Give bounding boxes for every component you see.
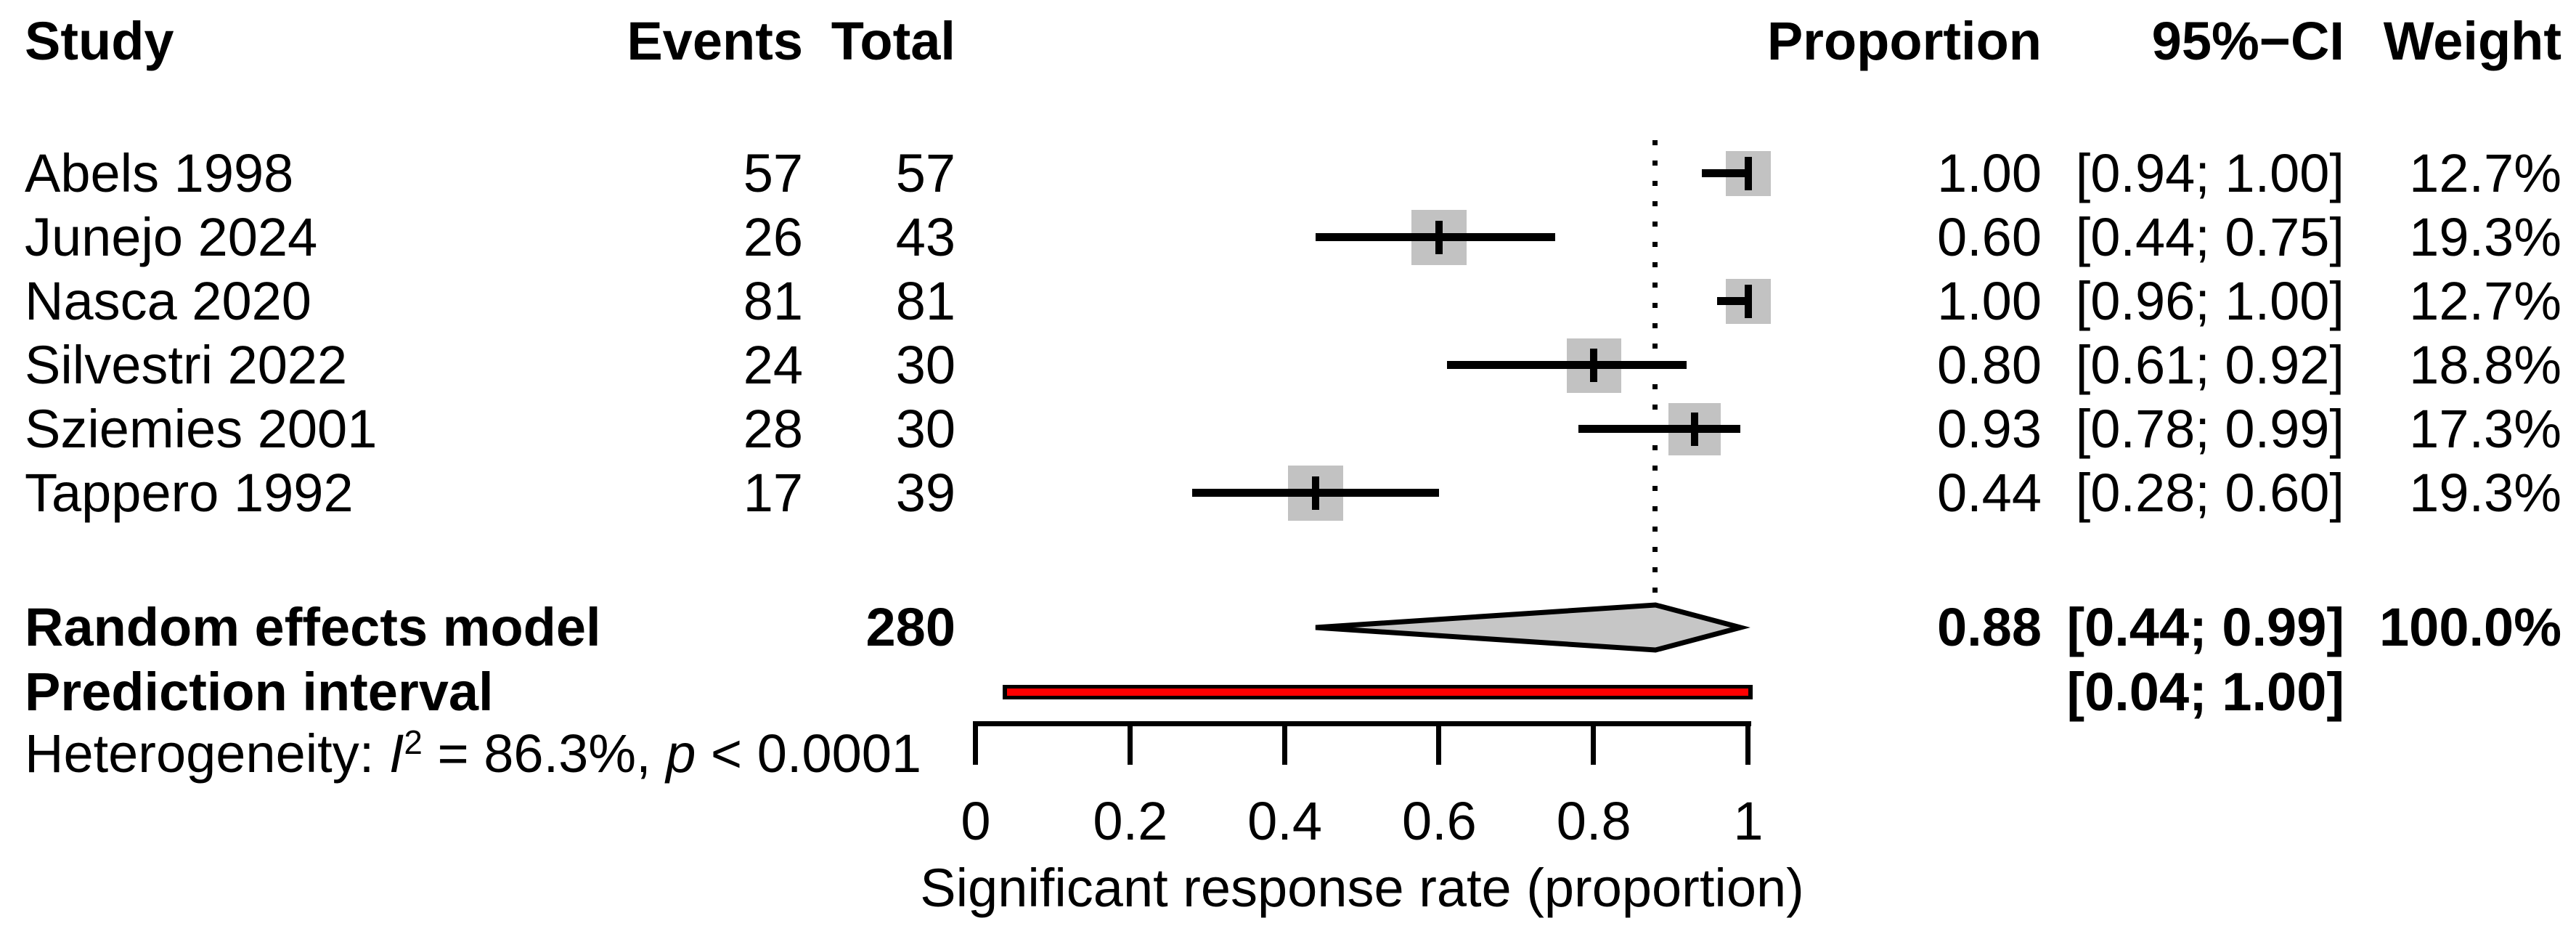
total-value: 39	[895, 463, 955, 523]
events-value: 17	[743, 463, 803, 523]
proportion-value: 1.00	[1936, 271, 2042, 331]
column-header-study: Study	[25, 11, 174, 71]
point-estimate-tick	[1312, 476, 1320, 510]
events-value: 26	[743, 207, 803, 267]
x-axis-tick-label: 0.4	[1247, 791, 1323, 851]
study-label: Junejo 2024	[25, 207, 318, 267]
proportion-value: 0.44	[1936, 463, 2042, 523]
total-value: 43	[895, 207, 955, 267]
ci-value: [0.94; 1.00]	[2075, 143, 2344, 203]
random-effects-total: 280	[865, 597, 955, 657]
total-value: 81	[895, 271, 955, 331]
point-estimate-tick	[1745, 285, 1752, 318]
summary-diamond-shape	[1315, 602, 1751, 653]
random-effects-proportion: 0.88	[1936, 597, 2042, 657]
random-effects-ci: [0.44; 0.99]	[2066, 597, 2344, 657]
ci-value: [0.44; 0.75]	[2075, 207, 2344, 267]
ci-value: [0.28; 0.60]	[2075, 463, 2344, 523]
study-label: Silvestri 2022	[25, 335, 348, 395]
x-axis-title: Significant response rate (proportion)	[920, 858, 1804, 918]
ci-whisker	[1578, 425, 1741, 433]
study-label: Abels 1998	[25, 143, 294, 203]
heterogeneity-prefix: Heterogeneity:	[25, 723, 389, 784]
proportion-value: 0.93	[1936, 399, 2042, 459]
x-axis-tick-label: 0.2	[1093, 791, 1168, 851]
x-axis-line	[973, 721, 1751, 726]
study-label: Sziemies 2001	[25, 399, 378, 459]
x-axis-tick	[1436, 721, 1442, 765]
summary-diamond	[1315, 602, 1751, 653]
ci-value: [0.78; 0.99]	[2075, 399, 2344, 459]
events-value: 28	[743, 399, 803, 459]
point-estimate-tick	[1435, 221, 1443, 254]
x-axis-tick-label: 0.6	[1401, 791, 1477, 851]
x-axis-tick	[1281, 721, 1287, 765]
prediction-interval-label: Prediction interval	[25, 662, 494, 722]
proportion-value: 1.00	[1936, 143, 2042, 203]
column-header-events: Events	[627, 11, 803, 71]
total-value: 30	[895, 399, 955, 459]
column-header-weight: Weight	[2383, 11, 2561, 71]
reference-line	[1652, 140, 1658, 605]
total-value: 30	[895, 335, 955, 395]
heterogeneity-i-value: = 86.3%,	[422, 723, 667, 784]
ci-whisker	[1316, 233, 1555, 241]
random-effects-label: Random effects model	[25, 597, 601, 657]
x-axis-tick	[973, 721, 978, 765]
events-value: 57	[743, 143, 803, 203]
x-axis-tick	[1745, 721, 1750, 765]
heterogeneity-i-symbol: I	[388, 723, 404, 784]
ci-whisker	[1717, 297, 1748, 305]
column-header-proportion: Proportion	[1766, 11, 2042, 71]
weight-value: 19.3%	[2409, 463, 2561, 523]
study-label: Tappero 1992	[25, 463, 354, 523]
study-label: Nasca 2020	[25, 271, 311, 331]
ci-value: [0.96; 1.00]	[2075, 271, 2344, 331]
random-effects-weight: 100.0%	[2379, 597, 2561, 657]
x-axis-tick	[1127, 721, 1133, 765]
heterogeneity-text: Heterogeneity: I2 = 86.3%, p < 0.0001	[25, 718, 921, 790]
weight-value: 17.3%	[2409, 399, 2561, 459]
events-value: 24	[743, 335, 803, 395]
x-axis-tick	[1591, 721, 1597, 765]
ci-whisker	[1702, 169, 1748, 177]
heterogeneity-p-symbol: p	[666, 723, 696, 784]
column-header-total: Total	[831, 11, 955, 71]
point-estimate-tick	[1690, 413, 1698, 446]
heterogeneity-p-value: < 0.0001	[696, 723, 922, 784]
prediction-interval-ci: [0.04; 1.00]	[2066, 662, 2344, 722]
ci-value: [0.61; 0.92]	[2075, 335, 2344, 395]
weight-value: 18.8%	[2409, 335, 2561, 395]
weight-value: 12.7%	[2409, 271, 2561, 331]
proportion-value: 0.80	[1936, 335, 2042, 395]
proportion-value: 0.60	[1936, 207, 2042, 267]
weight-value: 12.7%	[2409, 143, 2561, 203]
x-axis-tick-label: 0	[961, 791, 991, 851]
ci-whisker	[1447, 361, 1687, 369]
point-estimate-tick	[1745, 157, 1752, 190]
point-estimate-tick	[1590, 349, 1598, 382]
column-header-ci: 95%−CI	[2151, 11, 2344, 71]
x-axis-tick-label: 1	[1733, 791, 1764, 851]
events-value: 81	[743, 271, 803, 331]
prediction-interval-bar	[1002, 685, 1753, 699]
heterogeneity-i-superscript: 2	[404, 723, 423, 761]
total-value: 57	[895, 143, 955, 203]
weight-value: 19.3%	[2409, 207, 2561, 267]
x-axis-tick-label: 0.8	[1556, 791, 1631, 851]
